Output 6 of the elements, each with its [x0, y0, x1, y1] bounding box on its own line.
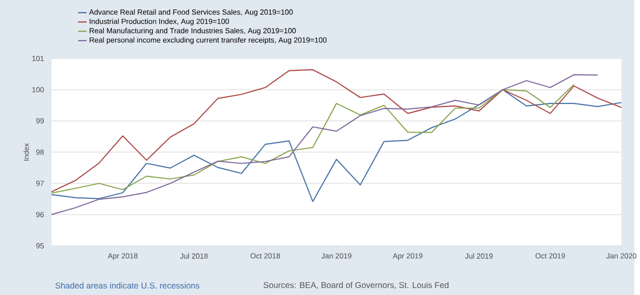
line-series — [51, 84, 575, 194]
line-series — [51, 69, 622, 192]
line-series — [51, 74, 598, 215]
text: Shaded areas indicate U.S. recessions — [55, 282, 200, 288]
line-series — [51, 88, 622, 202]
source-note: Sources: BEA, Board of Governors, St. Louis Fed — [264, 282, 448, 289]
